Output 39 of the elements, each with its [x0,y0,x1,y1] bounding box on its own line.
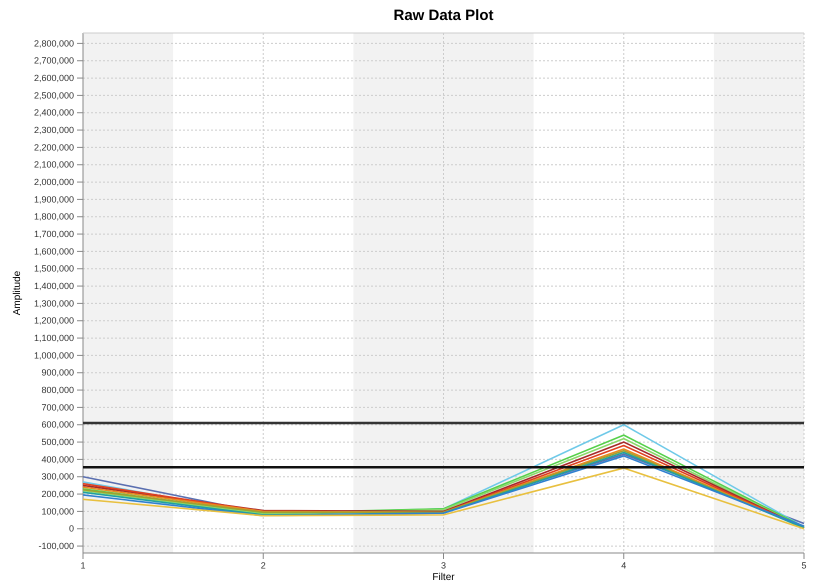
x-tick-label: 4 [621,560,626,570]
x-tick-label: 1 [80,560,86,570]
y-tick-label: -100,000 [38,540,74,551]
y-tick-label: 600,000 [41,420,74,430]
y-axis-title: Amplitude [12,270,23,316]
y-tick-label: 1,100,000 [34,332,74,343]
y-tick-label: 200,000 [41,488,74,499]
x-tick-label: 3 [440,560,446,570]
y-tick-label: 1,200,000 [34,316,74,326]
y-tick-label: 2,200,000 [34,142,74,152]
y-tick-label: 1,900,000 [34,194,74,204]
y-tick-label: 2,700,000 [34,56,74,66]
y-tick-label: 1,700,000 [34,228,74,239]
y-tick-label: 900,000 [41,368,74,378]
x-tick-label: 2 [260,560,266,570]
y-tick-label: 2,600,000 [34,72,74,83]
y-tick-label: 400,000 [41,454,74,464]
y-tick-label: 1,300,000 [34,298,74,308]
y-tick-label: 700,000 [41,402,74,412]
y-tick-label: 2,400,000 [34,108,74,118]
x-tick-label: 5 [801,560,807,570]
y-tick-label: 1,800,000 [34,212,74,222]
y-tick-label: 1,000,000 [34,350,74,360]
chart-title: Raw Data Plot [393,7,494,24]
y-tick-label: 2,500,000 [34,90,74,100]
y-tick-label: 1,600,000 [34,246,74,256]
y-tick-label: 0 [68,524,74,534]
y-tick-label: 300,000 [41,472,74,482]
y-tick-label: 100,000 [41,506,74,516]
line-series [82,467,805,530]
y-tick-label: 1,400,000 [34,280,74,291]
y-tick-label: 800,000 [41,384,74,395]
x-axis-title: Filter [432,572,456,583]
y-tick-label: 2,000,000 [34,176,74,187]
y-tick-label: 2,100,000 [34,160,74,170]
y-tick-label: 500,000 [41,436,74,447]
y-tick-label: 2,800,000 [34,38,74,48]
y-tick-label: 2,300,000 [34,124,74,135]
y-tick-label: 1,500,000 [34,264,74,274]
